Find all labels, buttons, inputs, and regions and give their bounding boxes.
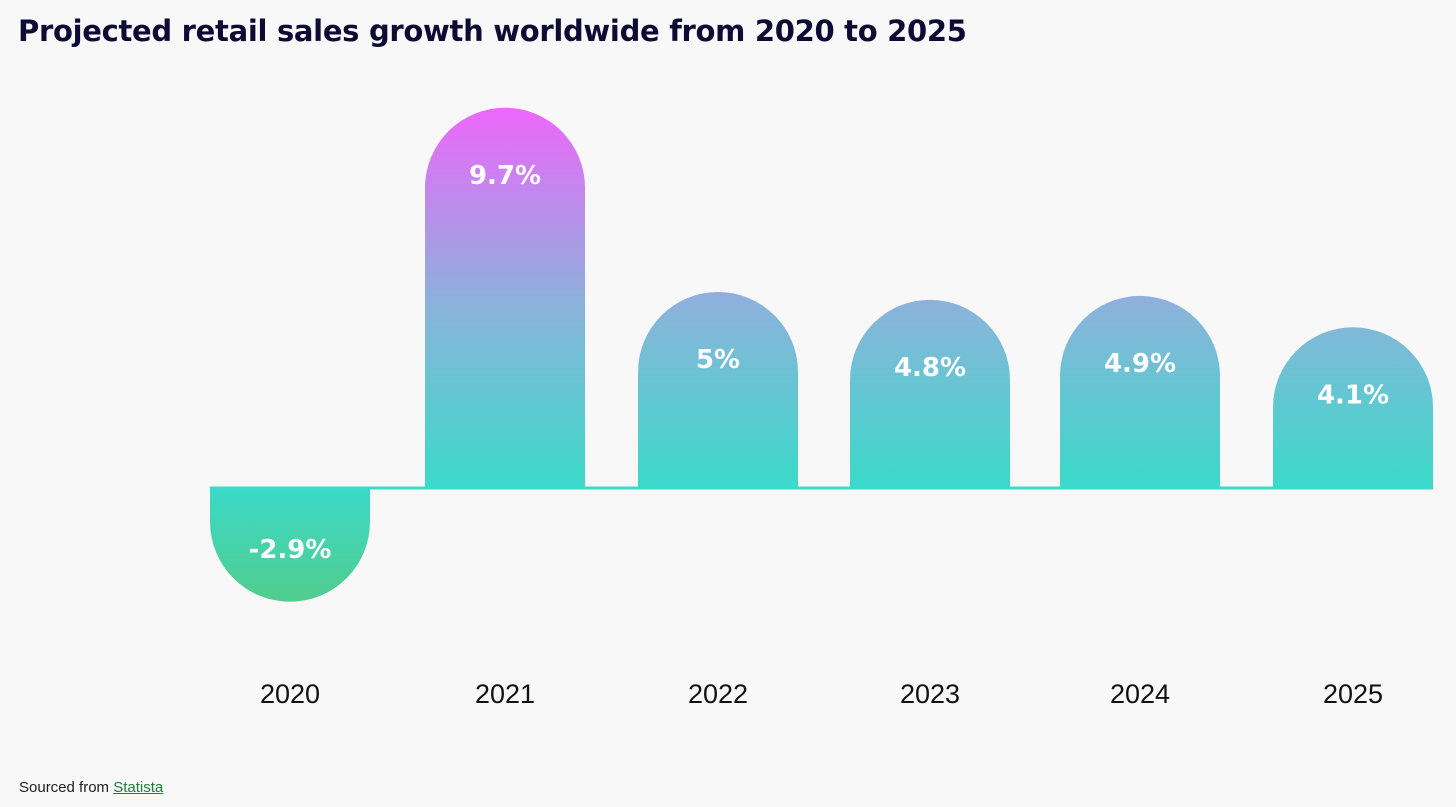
bar-2022 — [638, 292, 798, 488]
bar-2021 — [425, 107, 585, 488]
x-axis-tick-labels: 2020 2021 2022 2023 2024 2025 — [260, 679, 1383, 709]
data-labels-layer: -2.9% 9.7% 5% 4.8% 4.9% 4.1% — [249, 161, 1390, 565]
x-tick-label-2021: 2021 — [475, 679, 535, 709]
bar-2024 — [1060, 295, 1220, 488]
x-tick-label-2025: 2025 — [1323, 679, 1383, 709]
data-label-2025: 4.1% — [1317, 380, 1389, 410]
bars-layer — [210, 107, 1433, 602]
chart-title: Projected retail sales growth worldwide … — [18, 14, 967, 48]
x-tick-label-2020: 2020 — [260, 679, 320, 709]
source-prefix: Sourced from — [19, 779, 110, 796]
data-label-2024: 4.9% — [1104, 349, 1176, 379]
x-tick-label-2022: 2022 — [688, 679, 748, 709]
data-label-2023: 4.8% — [894, 353, 966, 383]
source-link[interactable]: Statista — [113, 779, 164, 796]
data-label-2021: 9.7% — [469, 161, 541, 191]
data-label-2022: 5% — [696, 345, 740, 375]
x-tick-label-2023: 2023 — [900, 679, 960, 709]
x-tick-label-2024: 2024 — [1110, 679, 1170, 709]
data-label-2020: -2.9% — [249, 535, 332, 565]
bar-2025 — [1273, 327, 1433, 488]
source-line: Sourced from Statista — [19, 779, 163, 796]
bar-2020 — [210, 488, 370, 602]
bar-2023 — [850, 299, 1010, 488]
